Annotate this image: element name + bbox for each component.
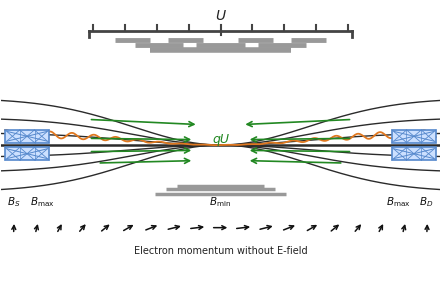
- Text: $B_\mathrm{max}$: $B_\mathrm{max}$: [30, 195, 55, 209]
- Bar: [392, 130, 436, 143]
- Text: Electron momentum without E-field: Electron momentum without E-field: [134, 246, 307, 256]
- Bar: [5, 130, 49, 143]
- Text: $B_\mathrm{min}$: $B_\mathrm{min}$: [209, 195, 232, 209]
- Text: $B_\mathrm{max}$: $B_\mathrm{max}$: [386, 195, 411, 209]
- Text: $B_S$: $B_S$: [7, 195, 21, 209]
- Text: qU: qU: [212, 133, 229, 146]
- Text: U: U: [216, 9, 225, 23]
- Bar: [392, 147, 436, 160]
- Text: $B_D$: $B_D$: [419, 195, 434, 209]
- Bar: [5, 147, 49, 160]
